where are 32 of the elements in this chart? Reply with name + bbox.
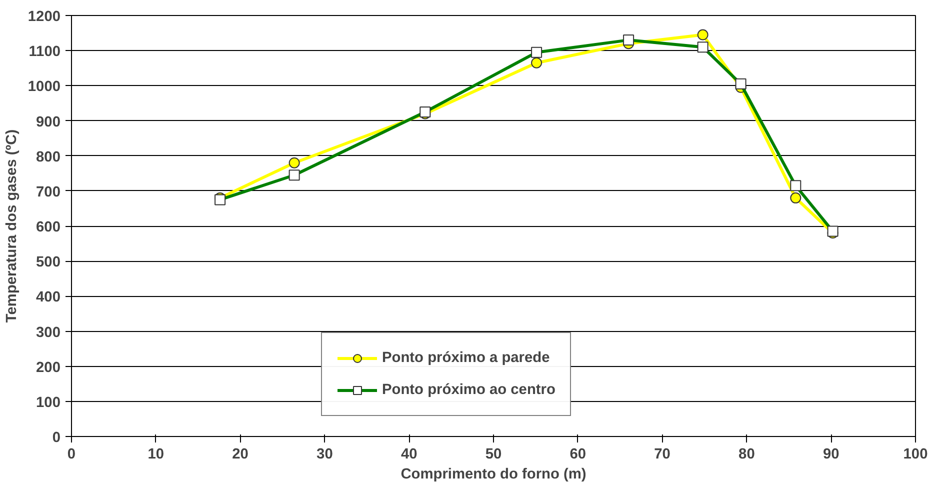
x-tick-label: 100: [903, 446, 928, 462]
x-tick-label: 30: [316, 446, 333, 462]
y-tick-label: 400: [36, 290, 61, 306]
x-tick-label: 60: [570, 446, 586, 462]
y-tick-label: 1200: [28, 9, 61, 25]
y-tick-label: 0: [52, 430, 61, 446]
legend-label: Ponto próximo a parede: [382, 350, 550, 366]
y-tick-label: 100: [36, 394, 61, 411]
x-tick-label: 90: [822, 446, 840, 462]
x-tick-label: 20: [232, 446, 248, 462]
x-tick-label: 70: [654, 446, 670, 462]
y-tick-label: 900: [36, 114, 61, 130]
x-tick-label: 0: [67, 446, 76, 462]
point: [790, 192, 802, 204]
x-axis-title: Comprimento do forno (m): [400, 466, 586, 482]
legend-label: Ponto próximo ao centro: [382, 382, 556, 398]
y-tick-label: 1100: [28, 44, 60, 60]
y-tick-label: 1000: [28, 79, 61, 96]
x-tick-label: 50: [485, 446, 502, 462]
y-tick-label: 800: [36, 149, 61, 166]
point: [697, 29, 708, 40]
y-axis-title: Temperatura dos gases (ºC): [4, 129, 20, 323]
y-tick-label: 600: [36, 220, 61, 236]
y-tick-label: 700: [36, 184, 61, 200]
point: [531, 57, 542, 68]
y-tick-label: 300: [36, 324, 61, 341]
x-tick-label: 40: [400, 446, 418, 462]
x-tick-label: 80: [738, 446, 755, 462]
y-tick-label: 200: [36, 360, 61, 376]
x-tick-label: 10: [148, 446, 164, 462]
point: [288, 157, 300, 168]
y-tick-label: 500: [36, 254, 61, 271]
